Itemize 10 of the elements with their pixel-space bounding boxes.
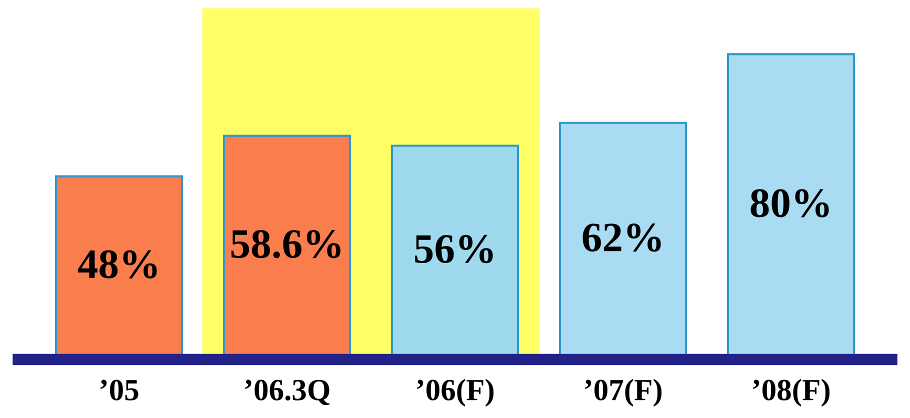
data-label: 80% (750, 189, 829, 218)
data-label: 62% (582, 223, 661, 252)
x-tick-label: ’06.3Q (245, 380, 330, 406)
x-tick-label: ’07(F) (585, 378, 662, 407)
data-label: 58.6% (231, 230, 340, 258)
data-label: 48% (78, 250, 157, 278)
x-tick-label: ’08(F) (753, 378, 830, 407)
x-tick-label: ’05 (100, 380, 138, 400)
data-label: 56% (415, 234, 493, 264)
x-tick-label: ’06(F) (417, 378, 494, 407)
